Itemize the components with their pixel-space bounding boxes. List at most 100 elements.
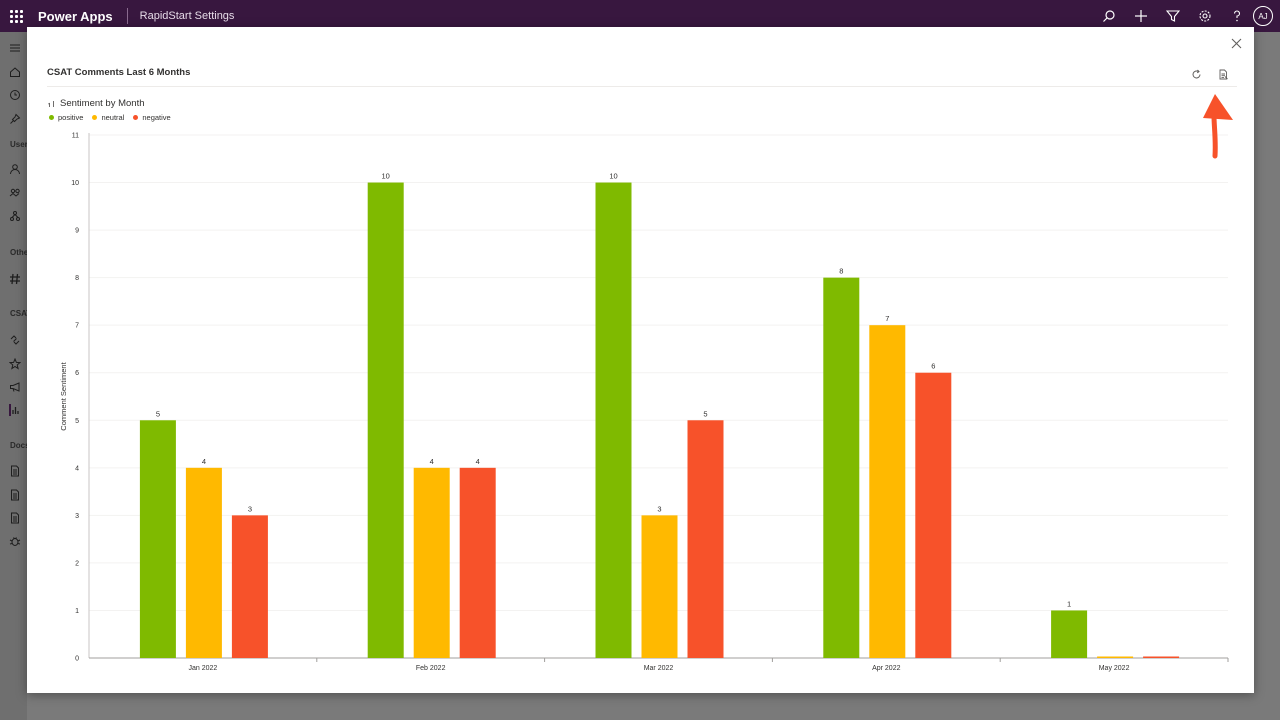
people-icon[interactable] [9, 187, 21, 199]
bar-negative [459, 467, 496, 658]
bar-positive [595, 182, 632, 658]
y-tick-label: 4 [75, 465, 79, 472]
sidebar-section-docs: Docs [10, 441, 27, 450]
bar-negative [1143, 656, 1180, 658]
document-icon[interactable] [9, 512, 21, 524]
refresh-button[interactable] [1189, 67, 1203, 81]
data-label: 4 [476, 457, 480, 466]
header-divider [47, 86, 1237, 87]
y-tick-label: 1 [75, 608, 79, 615]
legend-item-neutral[interactable]: neutral [92, 113, 124, 122]
bar-neutral [869, 325, 906, 658]
bar-neutral [413, 467, 450, 658]
legend-swatch-negative [133, 115, 139, 120]
y-tick-label: 6 [75, 370, 79, 377]
hamburger-icon[interactable] [9, 42, 21, 54]
y-tick-label: 10 [71, 180, 79, 187]
y-tick-label: 3 [75, 513, 79, 520]
refresh-icon [1192, 69, 1200, 78]
person-icon[interactable] [9, 163, 21, 175]
dialog-title: CSAT Comments Last 6 Months [47, 67, 191, 78]
bar-negative [231, 515, 268, 658]
data-label: 3 [248, 504, 252, 513]
bar-positive [1051, 610, 1088, 658]
y-tick-label: 7 [75, 323, 79, 330]
data-label: 4 [202, 457, 206, 466]
x-tick-label: Mar 2022 [644, 665, 674, 672]
y-tick-label: 8 [75, 275, 79, 282]
pin-icon[interactable] [9, 113, 21, 125]
chart-legend: positive neutral negative [49, 113, 171, 122]
clock-icon[interactable] [9, 89, 21, 101]
app-header: Power Apps RapidStart Settings AJ [0, 0, 1280, 32]
home-icon[interactable] [9, 66, 21, 78]
legend-item-negative[interactable]: negative [133, 113, 171, 122]
bar-neutral [1097, 656, 1134, 658]
data-label: 6 [931, 362, 935, 371]
bug-icon[interactable] [9, 535, 21, 547]
y-tick-label: 5 [75, 418, 79, 425]
chart-title: Sentiment by Month [48, 98, 145, 109]
legend-label-negative: negative [142, 113, 171, 122]
header-divider [126, 8, 128, 24]
search-icon[interactable] [1093, 0, 1125, 32]
y-tick-label: 11 [72, 133, 79, 140]
star-icon[interactable] [9, 358, 21, 370]
hierarchy-icon[interactable] [9, 210, 21, 222]
legend-swatch-neutral [92, 115, 98, 120]
chart-dialog: 0 1 2 3 4 5 6 7 8 9 10 11 Comment Sentiment 5 4 3 Jan 20… [27, 27, 1254, 693]
chart-title-text: Sentiment by Month [60, 98, 145, 109]
data-label: 3 [657, 504, 661, 513]
x-tick-label: Feb 2022 [416, 665, 446, 672]
export-button[interactable] [1216, 67, 1230, 81]
document-icon[interactable] [9, 465, 21, 477]
y-axis-title: Comment Sentiment [59, 361, 68, 430]
bar-negative [915, 372, 952, 658]
bar-chart: 0 1 2 3 4 5 6 7 8 9 10 11 Comment Sentiment 5 4 3 Jan 20… [59, 133, 1229, 672]
sidebar-section-csat: CSAT [10, 309, 27, 318]
data-label: 7 [885, 314, 889, 323]
help-icon[interactable] [1221, 0, 1253, 32]
bar-negative [687, 420, 724, 658]
legend-swatch-positive [49, 115, 54, 120]
data-label: 8 [839, 267, 843, 276]
x-tick-label: May 2022 [1099, 665, 1130, 672]
data-label: 5 [156, 409, 160, 418]
gear-icon[interactable] [1189, 0, 1221, 32]
x-tick-label: Apr 2022 [872, 665, 901, 672]
sidebar-section-other: Other [10, 248, 27, 257]
sidebar-nav: Users Other CSAT Docs [0, 32, 27, 720]
data-label: 4 [430, 457, 434, 466]
legend-item-positive[interactable]: positive [49, 113, 83, 122]
x-tick-label: Jan 2022 [188, 665, 217, 672]
app-name[interactable]: Power Apps [38, 8, 113, 24]
bar-positive [823, 277, 860, 658]
link-icon[interactable] [9, 334, 21, 346]
y-tick-label: 0 [75, 656, 79, 663]
data-label: 5 [703, 409, 707, 418]
data-label: 10 [609, 172, 617, 181]
sidebar-section-users: Users [10, 140, 27, 149]
close-button[interactable] [1228, 35, 1244, 51]
bar-neutral [641, 515, 678, 658]
bar-neutral [185, 467, 222, 658]
data-label: 1 [1067, 599, 1071, 608]
bar-positive [367, 182, 404, 658]
document-icon[interactable] [9, 489, 21, 501]
annotation-arrow [1203, 94, 1233, 159]
close-icon [1231, 38, 1241, 48]
app-launcher-icon[interactable] [1, 0, 31, 32]
plus-icon[interactable] [1125, 0, 1157, 32]
environment-name[interactable]: RapidStart Settings [139, 10, 235, 22]
filter-icon[interactable] [1157, 0, 1189, 32]
export-icon [1219, 69, 1228, 79]
y-tick-label: 2 [75, 560, 79, 567]
legend-label-positive: positive [58, 113, 84, 122]
legend-label-neutral: neutral [101, 113, 125, 122]
chart-icon[interactable] [9, 404, 21, 416]
y-tick-label: 9 [75, 228, 79, 235]
sort-icon[interactable] [48, 100, 56, 108]
avatar[interactable]: AJ [1253, 6, 1273, 26]
hashtag-icon[interactable] [9, 273, 21, 285]
megaphone-icon[interactable] [9, 381, 21, 393]
